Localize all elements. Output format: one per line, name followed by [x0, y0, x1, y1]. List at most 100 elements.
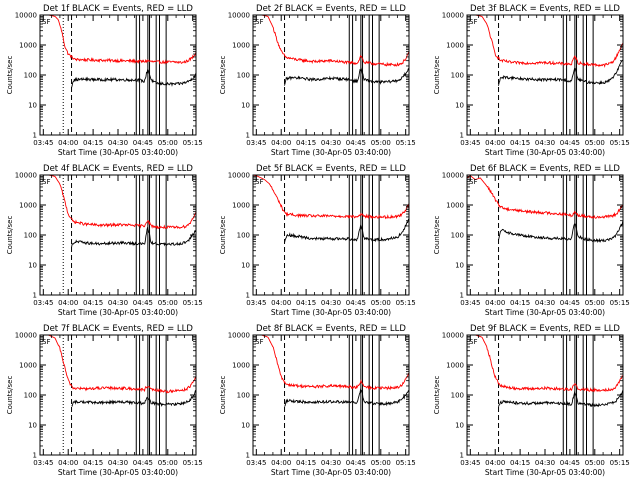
y-tick-label: 1000	[19, 202, 37, 210]
panel-annotation: SF	[255, 338, 263, 346]
y-tick-label: 10000	[228, 12, 250, 20]
y-axis-label: Counts/sec	[433, 216, 441, 255]
lld-rate-trace	[40, 15, 196, 65]
x-tick-label: 05:15	[183, 299, 203, 307]
x-tick-label: 05:15	[610, 459, 630, 467]
y-tick-label: 10	[28, 422, 37, 430]
panel-5: Det 5f BLACK = Events, RED = LLD Counts/s…	[219, 164, 416, 317]
panel-annotation: SF	[42, 18, 50, 26]
x-tick-label: 03:45	[33, 299, 53, 307]
x-tick-label: 05:15	[610, 139, 630, 147]
x-tick-label: 05:15	[183, 139, 203, 147]
y-tick-label: 10000	[15, 332, 37, 340]
x-tick-label: 05:00	[371, 139, 391, 147]
panel-4: Det 4f BLACK = Events, RED = LLD Counts/s…	[6, 164, 203, 317]
y-axis-label: Counts/sec	[6, 56, 14, 95]
x-tick-label: 03:45	[33, 139, 53, 147]
x-tick-label: 05:00	[585, 299, 605, 307]
x-tick-label: 04:45	[133, 459, 153, 467]
x-tick-label: 05:00	[158, 459, 178, 467]
x-tick-label: 04:15	[296, 139, 316, 147]
lld-rate-trace	[467, 175, 623, 219]
panel-3: Det 3f BLACK = Events, RED = LLD Counts/s…	[433, 4, 630, 157]
y-tick-label: 1000	[446, 42, 464, 50]
x-tick-label: 04:45	[346, 459, 366, 467]
y-axis-label: Counts/sec	[219, 56, 227, 95]
events-rate-trace	[71, 227, 196, 248]
x-tick-label: 04:45	[560, 459, 580, 467]
x-tick-label: 04:15	[83, 299, 103, 307]
y-tick-label: 100	[237, 232, 250, 240]
x-tick-label: 04:30	[321, 299, 341, 307]
events-rate-trace	[498, 390, 623, 408]
y-tick-label: 1	[246, 292, 250, 300]
y-tick-label: 10	[455, 262, 464, 270]
y-tick-label: 10000	[442, 12, 464, 20]
y-tick-label: 100	[237, 72, 250, 80]
y-tick-label: 100	[24, 232, 37, 240]
panel-title: Det 2f BLACK = Events, RED = LLD	[256, 4, 406, 14]
y-axis-label: Counts/sec	[433, 56, 441, 95]
x-tick-label: 04:45	[560, 299, 580, 307]
panel-title: Det 9f BLACK = Events, RED = LLD	[470, 324, 620, 334]
events-rate-trace	[284, 388, 409, 407]
x-tick-label: 04:30	[108, 139, 128, 147]
x-tick-label: 04:00	[271, 299, 291, 307]
y-tick-label: 100	[24, 392, 37, 400]
y-axis-label: Counts/sec	[6, 216, 14, 255]
plot-frame	[252, 334, 410, 456]
x-tick-label: 05:00	[371, 299, 391, 307]
y-tick-label: 1	[33, 452, 37, 460]
x-axis-label: Start Time (30-Apr-05 03:40:00)	[271, 148, 391, 157]
x-tick-label: 04:45	[133, 299, 153, 307]
panel-9: Det 9f BLACK = Events, RED = LLD Counts/s…	[433, 324, 630, 477]
y-tick-label: 100	[237, 392, 250, 400]
x-tick-label: 04:00	[485, 139, 505, 147]
y-tick-label: 1	[33, 292, 37, 300]
events-rate-trace	[498, 220, 623, 244]
panel-title: Det 1f BLACK = Events, RED = LLD	[43, 4, 193, 14]
lld-rate-trace	[253, 175, 409, 220]
x-tick-label: 03:45	[460, 459, 480, 467]
x-tick-label: 04:15	[510, 299, 530, 307]
y-tick-label: 1000	[232, 202, 250, 210]
y-tick-label: 1000	[446, 362, 464, 370]
x-tick-label: 04:15	[510, 139, 530, 147]
y-tick-label: 10000	[442, 332, 464, 340]
events-rate-trace	[284, 218, 409, 243]
x-tick-label: 04:45	[133, 139, 153, 147]
panel-annotation: SF	[469, 18, 477, 26]
lld-rate-trace	[253, 15, 409, 67]
x-tick-label: 03:45	[246, 459, 266, 467]
x-tick-label: 05:00	[585, 459, 605, 467]
x-tick-label: 05:00	[585, 139, 605, 147]
y-tick-label: 10	[28, 102, 37, 110]
lld-rate-trace	[253, 335, 409, 391]
y-tick-label: 1	[246, 132, 250, 140]
plot-frame	[252, 174, 410, 296]
x-tick-label: 03:45	[33, 459, 53, 467]
y-tick-label: 100	[451, 232, 464, 240]
y-tick-label: 1	[33, 132, 37, 140]
x-tick-label: 04:00	[485, 299, 505, 307]
y-tick-label: 100	[451, 72, 464, 80]
x-axis-label: Start Time (30-Apr-05 03:40:00)	[58, 308, 178, 317]
x-tick-label: 03:45	[246, 139, 266, 147]
y-tick-label: 10000	[15, 172, 37, 180]
plot-frame	[466, 14, 624, 136]
panel-annotation: SF	[469, 338, 477, 346]
lld-rate-trace	[467, 15, 623, 68]
y-axis-label: Counts/sec	[219, 216, 227, 255]
y-tick-label: 100	[24, 72, 37, 80]
x-tick-label: 05:15	[396, 299, 416, 307]
x-tick-label: 05:15	[610, 299, 630, 307]
y-axis-label: Counts/sec	[433, 376, 441, 415]
events-rate-trace	[71, 390, 196, 407]
x-tick-label: 04:30	[535, 459, 555, 467]
x-tick-label: 05:00	[158, 299, 178, 307]
y-tick-label: 100	[451, 392, 464, 400]
x-tick-label: 04:30	[321, 459, 341, 467]
events-rate-trace	[498, 59, 623, 86]
x-axis-label: Start Time (30-Apr-05 03:40:00)	[485, 148, 605, 157]
y-tick-label: 10	[455, 102, 464, 110]
